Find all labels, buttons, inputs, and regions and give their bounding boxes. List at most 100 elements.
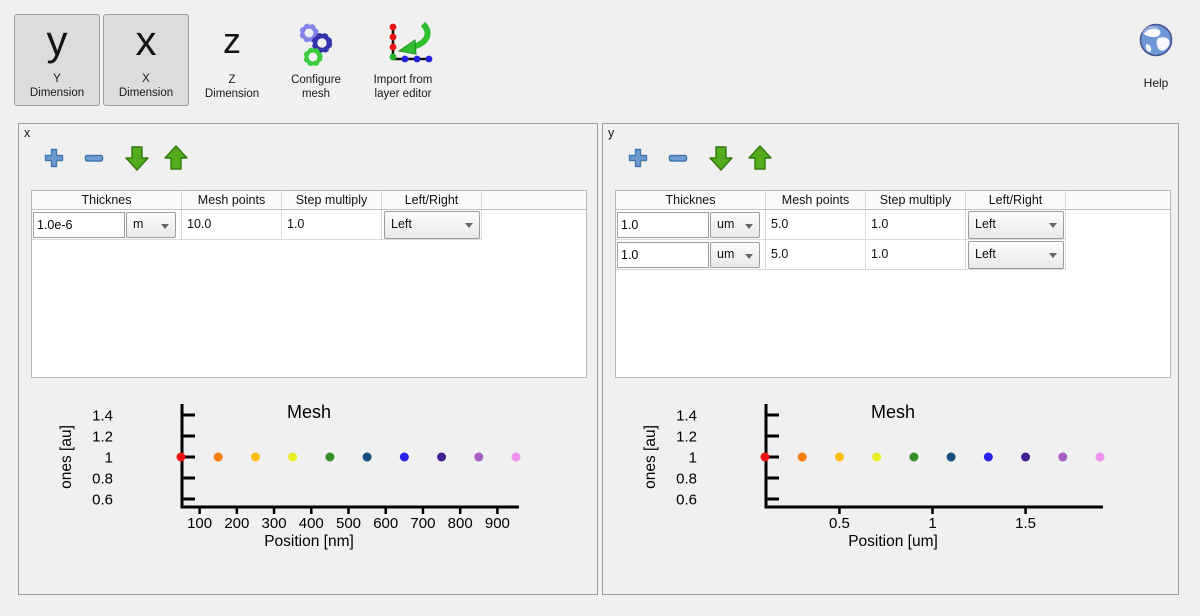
unit-combo[interactable]: m	[126, 211, 176, 238]
z-dimension-button[interactable]: z Z Dimension	[192, 14, 272, 106]
step-multiply-cell[interactable]: 1.0	[866, 210, 966, 239]
move-up-button[interactable]	[746, 144, 774, 172]
x-dimension-label-line2: Dimension	[118, 87, 174, 99]
unit-value: um	[717, 217, 735, 231]
unit-combo[interactable]: um	[710, 241, 760, 268]
import-from-layer-editor-button[interactable]: Import from layer editor	[357, 14, 449, 106]
chevron-down-icon	[745, 223, 753, 229]
y-tick-label: 1.2	[92, 429, 113, 446]
mesh-data-point	[1021, 452, 1031, 462]
mesh-data-point	[250, 452, 260, 462]
x-mesh-panel: x Thicknes Mesh points Step mu	[18, 123, 598, 595]
col-header-step-multiply[interactable]: Step multiply	[866, 191, 966, 209]
left-right-combo[interactable]: Left	[384, 210, 480, 239]
arrow-up-icon	[164, 145, 188, 170]
col-header-filler	[1066, 191, 1170, 209]
chevron-down-icon	[1049, 252, 1057, 258]
add-row-button[interactable]	[40, 144, 68, 172]
remove-row-button[interactable]	[80, 144, 108, 172]
arrow-down-icon	[709, 146, 733, 171]
thickness-input[interactable]	[617, 241, 709, 268]
y-dimension-button[interactable]: y Y Dimension	[14, 14, 100, 106]
move-down-button[interactable]	[123, 144, 151, 172]
gears-icon	[299, 23, 333, 67]
thickness-input[interactable]	[33, 211, 125, 238]
configure-mesh-label-line1: Configure	[291, 74, 341, 86]
plus-icon	[628, 148, 648, 168]
left-right-combo[interactable]: Left	[968, 240, 1064, 269]
left-right-value: Left	[391, 217, 412, 231]
col-header-filler	[482, 191, 586, 209]
remove-row-button[interactable]	[664, 144, 692, 172]
arrow-down-icon	[125, 146, 149, 171]
x-axis-label: Position [nm]	[264, 533, 354, 550]
import-label-line2: layer editor	[374, 88, 432, 100]
x-tick-label: 400	[299, 515, 324, 532]
left-right-value: Left	[975, 217, 996, 231]
mesh-plot: 1.4 1.2 1 0.8 0.6 0.5 1 1.5 Mesh Position [um] one…	[642, 402, 1105, 550]
table-row: um 5.0 1.0 Left	[616, 240, 1066, 270]
y-tick-label: 1.2	[676, 429, 697, 446]
mesh-points-cell[interactable]: 5.0	[766, 210, 866, 239]
x-tick-label: 800	[448, 515, 473, 532]
col-header-thickness[interactable]: Thicknes	[616, 191, 766, 209]
col-header-mesh-points[interactable]: Mesh points	[766, 191, 866, 209]
mesh-data-point	[797, 452, 807, 462]
col-header-left-right[interactable]: Left/Right	[382, 191, 482, 209]
configure-mesh-button[interactable]: Configure mesh	[277, 14, 355, 106]
chevron-down-icon	[745, 253, 753, 259]
left-right-combo[interactable]: Left	[968, 210, 1064, 239]
thickness-input[interactable]	[617, 211, 709, 238]
move-up-button[interactable]	[162, 144, 190, 172]
minus-icon	[84, 154, 104, 162]
x-tick-label: 1.5	[1015, 515, 1036, 532]
x-tick-label: 600	[373, 515, 398, 532]
mesh-data-point	[362, 452, 372, 462]
left-right-value: Left	[975, 247, 996, 261]
mesh-points-cell[interactable]: 5.0	[766, 240, 866, 269]
col-header-step-multiply[interactable]: Step multiply	[282, 191, 382, 209]
plus-icon	[44, 148, 64, 168]
col-header-left-right[interactable]: Left/Right	[966, 191, 1066, 209]
mesh-data-point	[474, 452, 484, 462]
mesh-data-point	[872, 452, 882, 462]
step-multiply-cell[interactable]: 1.0	[866, 240, 966, 269]
panel-title-x: x	[20, 126, 35, 141]
unit-value: m	[133, 217, 144, 231]
y-axis-label: ones [au]	[642, 425, 659, 489]
col-header-thickness[interactable]: Thicknes	[32, 191, 182, 209]
minus-icon	[668, 154, 688, 162]
x-tick-label: 300	[262, 515, 287, 532]
add-row-button[interactable]	[624, 144, 652, 172]
unit-combo[interactable]: um	[710, 211, 760, 238]
x-dimension-label-line1: X	[142, 73, 150, 85]
z-dimension-glyph: z	[223, 20, 241, 61]
import-label-line1: Import from	[373, 74, 433, 86]
arrow-up-icon	[748, 145, 772, 170]
y-tick-label: 1	[689, 450, 697, 467]
table-row: um 5.0 1.0 Left	[616, 210, 1066, 240]
mesh-layers-table: Thicknes Mesh points Step multiply Left/…	[615, 190, 1171, 378]
mesh-data-point	[511, 452, 521, 462]
y-dimension-label-line2: Dimension	[29, 87, 85, 99]
help-button[interactable]: Help	[1121, 16, 1191, 98]
mesh-data-point	[288, 452, 298, 462]
configure-mesh-label-line2: mesh	[301, 88, 331, 100]
mesh-data-point	[909, 452, 919, 462]
mesh-data-point	[399, 452, 409, 462]
chevron-down-icon	[465, 222, 473, 228]
x-tick-label: 500	[336, 515, 361, 532]
x-tick-label: 200	[224, 515, 249, 532]
move-down-button[interactable]	[707, 144, 735, 172]
step-multiply-cell[interactable]: 1.0	[282, 210, 382, 239]
y-tick-label: 1.4	[92, 408, 113, 425]
col-header-mesh-points[interactable]: Mesh points	[182, 191, 282, 209]
y-mesh-panel: y Thicknes Mesh points Step mu	[602, 123, 1179, 595]
plot-title: Mesh	[871, 402, 915, 422]
x-dimension-button[interactable]: x X Dimension	[103, 14, 189, 106]
help-globe-icon	[1139, 23, 1173, 57]
mesh-points-cell[interactable]: 10.0	[182, 210, 282, 239]
table-row: m 10.0 1.0 Left	[32, 210, 482, 240]
mesh-data-point	[325, 452, 335, 462]
